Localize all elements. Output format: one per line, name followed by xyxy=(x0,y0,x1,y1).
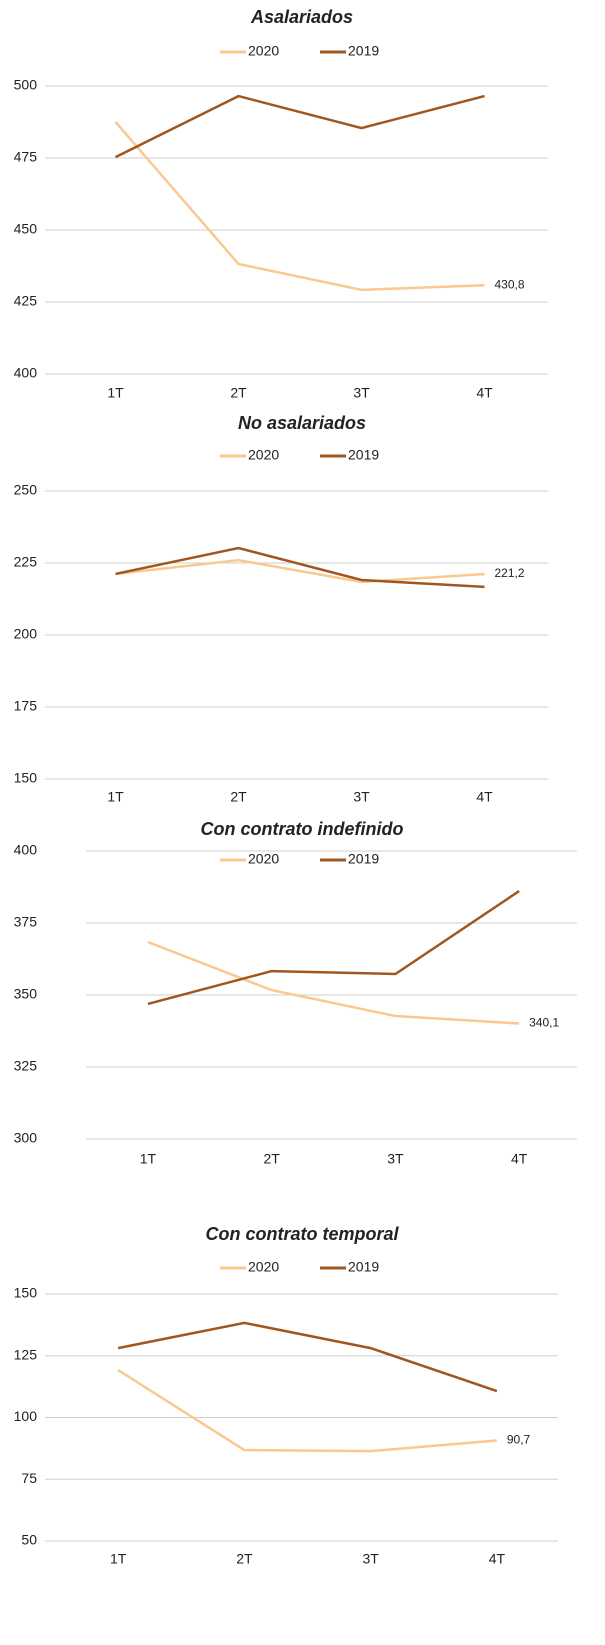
series-line xyxy=(114,94,485,159)
chart-title: Con contrato indefinido xyxy=(201,819,404,839)
legend-label: 2019 xyxy=(348,1259,379,1275)
y-tick-label: 250 xyxy=(14,482,38,498)
y-tick-label: 125 xyxy=(14,1346,38,1362)
series-line xyxy=(117,1321,498,1393)
legend-label: 2020 xyxy=(248,43,279,59)
chart-title: Asalariados xyxy=(250,7,353,27)
chart-title: Con contrato temporal xyxy=(205,1224,399,1244)
legend-label: 2020 xyxy=(248,1259,279,1275)
series-line xyxy=(147,940,520,1025)
x-tick-label: 3T xyxy=(353,385,370,401)
y-tick-label: 300 xyxy=(14,1130,38,1146)
x-tick-label: 2T xyxy=(236,1551,253,1567)
data-label: 340,1 xyxy=(529,1016,559,1030)
y-tick-label: 450 xyxy=(14,221,38,237)
y-tick-label: 350 xyxy=(14,986,38,1002)
y-tick-label: 150 xyxy=(14,770,38,786)
series-line xyxy=(117,1369,497,1453)
y-tick-label: 425 xyxy=(14,293,38,309)
x-tick-label: 4T xyxy=(489,1551,506,1567)
x-tick-label: 1T xyxy=(140,1151,157,1167)
y-tick-label: 200 xyxy=(14,626,38,642)
y-tick-label: 475 xyxy=(14,149,38,165)
x-tick-label: 1T xyxy=(110,1551,127,1567)
x-tick-label: 3T xyxy=(387,1151,404,1167)
y-tick-label: 400 xyxy=(14,842,38,858)
x-tick-label: 3T xyxy=(362,1551,379,1567)
y-tick-label: 375 xyxy=(14,914,38,930)
legend-label: 2019 xyxy=(348,447,379,463)
y-tick-label: 150 xyxy=(14,1285,38,1301)
y-tick-label: 100 xyxy=(14,1408,38,1424)
data-label: 90,7 xyxy=(507,1433,531,1447)
series-line xyxy=(114,121,485,292)
series-line xyxy=(115,546,485,589)
y-tick-label: 50 xyxy=(21,1532,37,1548)
legend-label: 2020 xyxy=(248,447,279,463)
data-label: 430,8 xyxy=(495,277,525,291)
x-tick-label: 3T xyxy=(353,789,370,805)
y-tick-label: 225 xyxy=(14,554,38,570)
x-tick-label: 4T xyxy=(476,789,493,805)
legend-label: 2020 xyxy=(248,851,279,867)
y-tick-label: 75 xyxy=(21,1470,37,1486)
x-tick-label: 2T xyxy=(230,385,247,401)
y-tick-label: 175 xyxy=(14,698,38,714)
chart-title: No asalariados xyxy=(238,413,366,433)
x-tick-label: 4T xyxy=(511,1151,528,1167)
y-tick-label: 500 xyxy=(14,77,38,93)
x-tick-label: 2T xyxy=(230,789,247,805)
x-tick-label: 2T xyxy=(263,1151,280,1167)
x-tick-label: 4T xyxy=(476,385,493,401)
x-tick-label: 1T xyxy=(107,789,124,805)
series-line xyxy=(115,558,485,584)
y-tick-label: 325 xyxy=(14,1058,38,1074)
x-tick-label: 1T xyxy=(107,385,124,401)
legend-label: 2019 xyxy=(348,43,379,59)
series-line xyxy=(147,889,520,1006)
y-tick-label: 400 xyxy=(14,365,38,381)
legend-label: 2019 xyxy=(348,851,379,867)
data-label: 221,2 xyxy=(495,566,525,580)
